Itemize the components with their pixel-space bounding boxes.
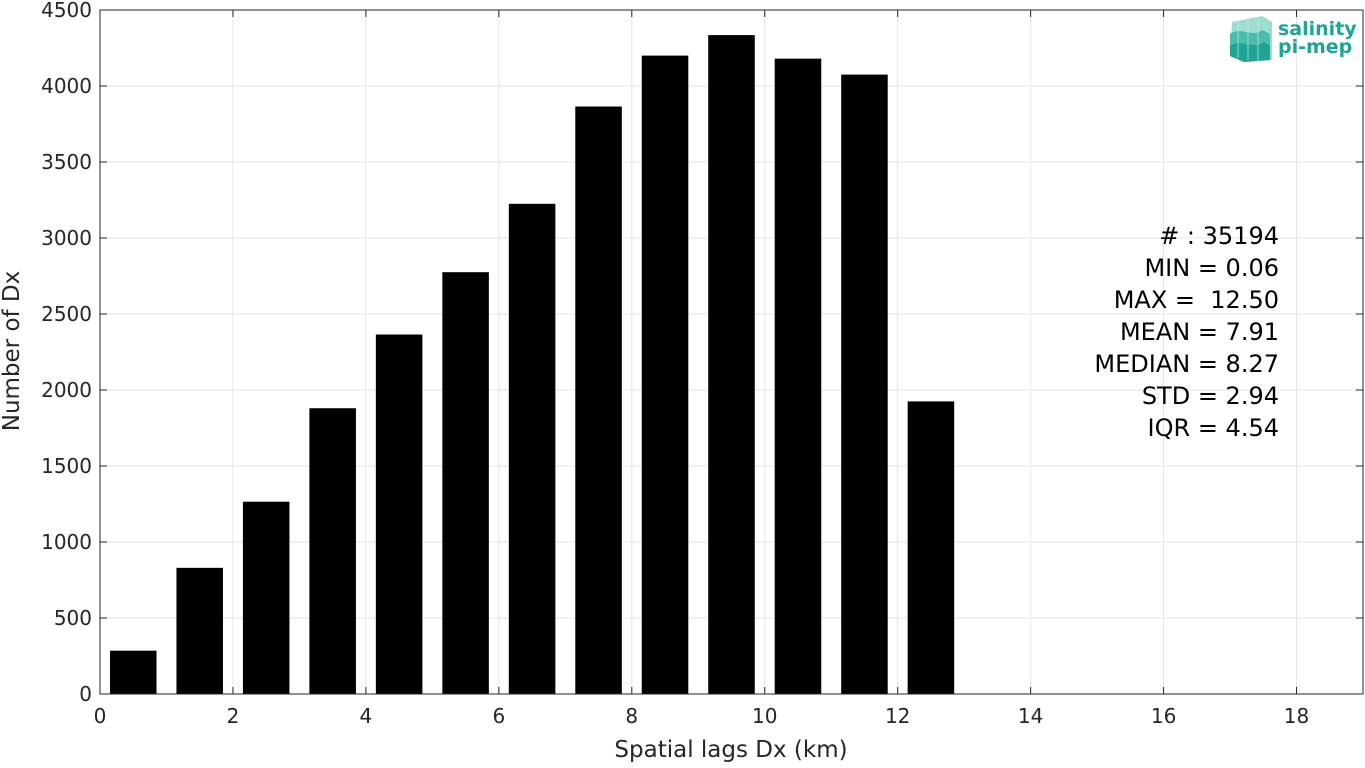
- y-tick-label: 4500: [41, 0, 92, 22]
- bar-1: [176, 567, 223, 694]
- x-tick-label: 18: [1284, 704, 1309, 728]
- bar-6: [508, 203, 556, 695]
- x-tick-label: 8: [625, 704, 638, 728]
- y-tick-label: 1500: [41, 454, 92, 478]
- x-tick-label: 6: [492, 704, 505, 728]
- stat-line: MIN = 0.06: [1144, 254, 1279, 282]
- x-tick-label: 0: [94, 704, 107, 728]
- y-tick-label: 4000: [41, 74, 92, 98]
- bar-5: [442, 272, 489, 694]
- y-tick-label: 3500: [41, 150, 92, 174]
- bar-3: [309, 408, 356, 694]
- y-tick-label: 500: [54, 606, 92, 630]
- y-tick-labels: 0 500 1000 1500 2000 2500 3000 3500 4000 4500: [41, 0, 92, 706]
- x-tick-labels: 0 2 4 6 8 10 12 14 16 18: [94, 704, 1310, 728]
- bar-12: [907, 401, 955, 694]
- x-tick-label: 16: [1151, 704, 1176, 728]
- bar-10: [774, 58, 822, 694]
- logo-line2: pi-mep: [1278, 36, 1352, 58]
- y-tick-label: 3000: [41, 226, 92, 250]
- statistics-annotation: # : 35194 MIN = 0.06 MAX = 12.50 MEAN = 7.9…: [1094, 222, 1279, 442]
- ticks: [99, 9, 1363, 695]
- x-tick-label: 10: [752, 704, 777, 728]
- bars: [109, 35, 955, 695]
- y-tick-label: 0: [79, 682, 92, 706]
- bar-7: [575, 106, 622, 694]
- y-tick-label: 2500: [41, 302, 92, 326]
- bar-9: [708, 35, 755, 694]
- bar-2: [242, 501, 290, 694]
- bar-11: [841, 74, 888, 695]
- stat-line: MAX = 12.50: [1114, 286, 1279, 314]
- bar-4: [375, 334, 423, 694]
- logo-line1: salinity: [1278, 18, 1357, 40]
- stat-line: MEAN = 7.91: [1120, 318, 1279, 346]
- stat-line: # : 35194: [1159, 222, 1279, 250]
- x-axis-title: Spatial lags Dx (km): [614, 737, 847, 763]
- stat-line: MEDIAN = 8.27: [1094, 350, 1279, 378]
- stat-line: IQR = 4.54: [1148, 414, 1279, 442]
- y-axis-title: Number of Dx: [0, 271, 25, 432]
- stat-line: STD = 2.94: [1142, 382, 1279, 410]
- x-tick-label: 12: [885, 704, 910, 728]
- x-tick-label: 2: [227, 704, 240, 728]
- bar-0: [109, 650, 157, 694]
- salinity-wave-icon: [1230, 16, 1272, 62]
- plot-frame: [99, 9, 1364, 695]
- x-tick-label: 14: [1018, 704, 1043, 728]
- bar-8: [641, 55, 689, 695]
- y-tick-label: 1000: [41, 530, 92, 554]
- x-tick-label: 4: [360, 704, 373, 728]
- y-tick-label: 2000: [41, 378, 92, 402]
- salinity-pi-mep-logo: salinity pi-mep: [1230, 16, 1357, 62]
